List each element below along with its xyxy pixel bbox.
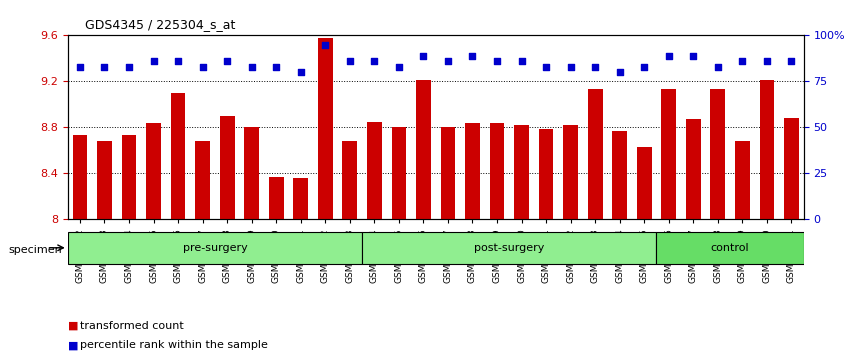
Bar <box>97 141 112 219</box>
Point <box>392 64 405 69</box>
Bar <box>637 147 651 219</box>
Bar <box>686 119 700 219</box>
Point <box>416 53 430 58</box>
Bar <box>441 127 455 219</box>
Point <box>195 64 209 69</box>
Bar <box>662 90 676 219</box>
Bar <box>122 136 136 219</box>
Point <box>244 64 258 69</box>
Text: transformed count: transformed count <box>80 321 184 331</box>
Bar <box>392 127 406 219</box>
Bar <box>760 80 774 219</box>
Point <box>73 64 86 69</box>
Point <box>490 58 503 64</box>
Point <box>588 64 602 69</box>
Point <box>539 64 552 69</box>
Point <box>318 42 332 47</box>
Point <box>686 53 700 58</box>
Point <box>613 69 626 75</box>
Point <box>294 69 307 75</box>
FancyBboxPatch shape <box>68 232 362 264</box>
Text: ■: ■ <box>68 340 78 350</box>
Point <box>220 58 233 64</box>
Bar <box>318 38 332 219</box>
Point <box>760 58 773 64</box>
Bar <box>294 178 308 219</box>
Point <box>514 58 528 64</box>
Point <box>735 58 749 64</box>
Bar <box>514 125 529 219</box>
Bar <box>490 123 504 219</box>
Bar <box>73 136 87 219</box>
Bar <box>539 129 553 219</box>
Bar <box>195 141 210 219</box>
Bar <box>735 141 750 219</box>
Point <box>637 64 651 69</box>
Point <box>171 58 184 64</box>
Bar <box>146 123 161 219</box>
Point <box>269 64 283 69</box>
Text: GDS4345 / 225304_s_at: GDS4345 / 225304_s_at <box>85 18 235 31</box>
Point <box>343 58 356 64</box>
Text: post-surgery: post-surgery <box>474 243 545 253</box>
Bar <box>343 141 357 219</box>
FancyBboxPatch shape <box>362 232 656 264</box>
Bar <box>613 131 627 219</box>
Bar <box>784 118 799 219</box>
Text: specimen: specimen <box>8 245 63 255</box>
FancyBboxPatch shape <box>656 232 804 264</box>
Point <box>122 64 135 69</box>
Bar <box>563 125 578 219</box>
Point <box>441 58 454 64</box>
Bar <box>416 80 431 219</box>
Text: ■: ■ <box>68 321 78 331</box>
Point <box>662 53 675 58</box>
Bar <box>220 116 234 219</box>
Text: pre-surgery: pre-surgery <box>183 243 247 253</box>
Point <box>97 64 111 69</box>
Bar <box>711 90 725 219</box>
Bar <box>588 90 602 219</box>
Text: control: control <box>711 243 750 253</box>
Point <box>784 58 798 64</box>
Bar <box>171 93 185 219</box>
Bar <box>244 127 259 219</box>
Bar <box>367 122 382 219</box>
Point <box>711 64 724 69</box>
Point <box>367 58 381 64</box>
Point <box>563 64 577 69</box>
Text: percentile rank within the sample: percentile rank within the sample <box>80 340 268 350</box>
Bar <box>465 123 480 219</box>
Bar <box>269 177 283 219</box>
Point <box>465 53 479 58</box>
Point <box>146 58 160 64</box>
